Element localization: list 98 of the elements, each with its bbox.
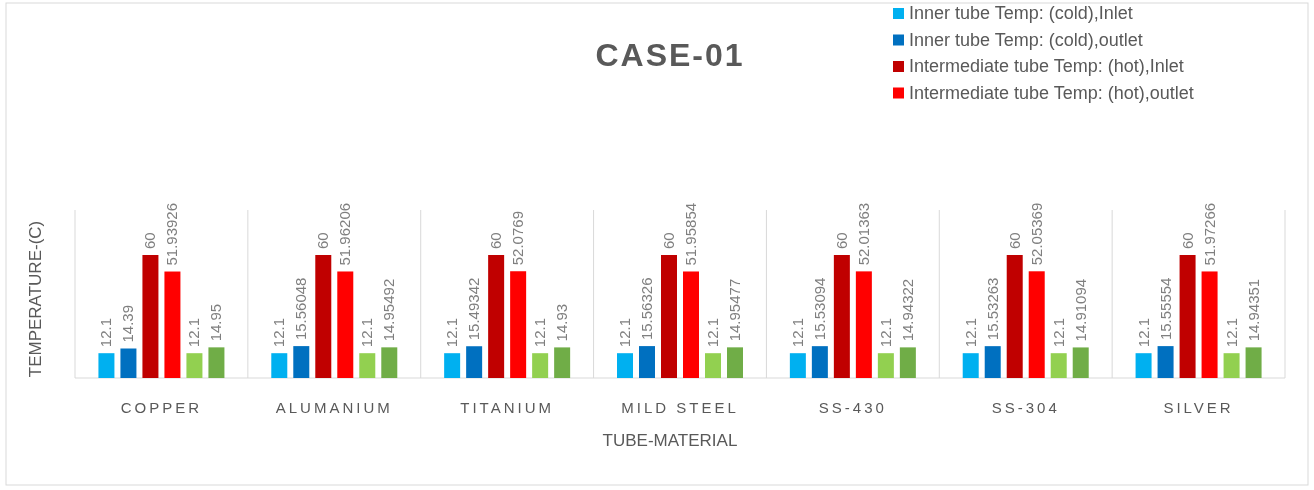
bar [984,346,1001,378]
data-label: 14.94351 [1244,278,1262,342]
bar [789,353,806,378]
bar [142,255,159,378]
data-label: 14.94322 [898,278,916,342]
data-label: 14.39 [119,304,137,343]
bar [554,347,571,378]
y-axis-title: TEMPERATURE-(C) [26,220,45,378]
data-label: 12.1 [358,317,376,348]
data-label: 15.53094 [810,277,828,341]
bar [617,353,633,378]
bar [877,353,894,378]
bar [855,271,872,378]
bar [444,353,461,378]
bar [98,353,115,378]
data-label: 12.1 [788,317,806,348]
data-label: 12.1 [97,317,115,348]
data-label: 14.91094 [1071,278,1089,342]
data-label: 60 [141,232,159,249]
data-label: 12.1 [1222,317,1240,348]
legend-label: Intermediate tube Temp: (hot),outlet [909,82,1194,103]
data-label: 52.01363 [854,202,872,266]
bar [208,347,225,378]
data-label: 12.1 [1134,317,1152,348]
bar [1179,255,1196,378]
data-label: 12.1 [531,317,549,348]
x-tick-label: SS-304 [991,399,1060,416]
data-label: 15.49342 [465,277,483,341]
bar [899,347,916,378]
bar [833,255,850,378]
bar [661,255,677,378]
bar [1245,347,1262,378]
bar [1157,346,1174,378]
bar [271,353,288,378]
data-label: 12.1 [704,317,721,348]
data-label: 15.56326 [638,277,655,341]
x-tick-label: SS-430 [818,399,887,416]
data-label: 51.95854 [682,202,699,266]
data-label: 14.95477 [726,278,743,342]
data-label: 12.1 [876,317,894,348]
chart-title: CASE-01 [595,37,745,73]
x-tick-label: SILVER [1163,399,1234,416]
bar [1050,353,1067,378]
bar [962,353,979,378]
x-tick-label: MILD STEEL [621,399,739,416]
x-tick-label: ALUMANIUM [275,399,393,416]
x-tick-label: TITANIUM [460,399,554,416]
bar [315,255,332,378]
data-label: 60 [660,232,677,249]
bar [727,347,743,378]
bar [811,346,828,378]
data-label: 51.97266 [1200,202,1218,266]
bar [1201,271,1218,378]
data-label: 15.56048 [292,277,310,341]
data-label: 52.0769 [509,211,527,266]
bar [466,346,483,378]
x-axis-title: TUBE-MATERIAL [602,431,738,450]
bar [705,353,721,378]
legend-label: Inner tube Temp: (cold),Inlet [909,3,1133,23]
data-label: 60 [314,232,332,249]
bar [337,271,354,378]
data-label: 12.1 [616,317,633,348]
data-label: 12.1 [1049,317,1067,348]
bar [488,255,505,378]
legend-label: Intermediate tube Temp: (hot),Inlet [909,56,1184,76]
bar [639,346,655,378]
bar [1006,255,1023,378]
data-label: 60 [487,232,505,249]
data-label: 12.1 [961,317,979,348]
data-label: 51.93926 [163,202,181,266]
data-label: 14.93 [553,303,571,342]
data-label: 15.53263 [983,277,1001,341]
bar [186,353,203,378]
x-tick-label: COPPER [120,399,203,416]
data-label: 60 [832,232,850,249]
data-label: 60 [1178,232,1196,249]
bar [532,353,549,378]
bar [1072,347,1089,378]
bar [359,353,376,378]
data-label: 14.95492 [380,278,398,342]
bar [1135,353,1152,378]
bar [381,347,398,378]
bar [1028,271,1045,378]
data-label: 15.55554 [1156,277,1174,341]
data-label: 14.95 [207,303,225,342]
bar [1223,353,1240,378]
bar [683,271,699,378]
bar [164,271,181,378]
data-label: 12.1 [270,317,288,348]
data-label: 51.96206 [336,202,354,266]
bar [510,271,527,378]
legend-label: Inner tube Temp: (cold),outlet [909,29,1143,50]
data-label: 12.1 [443,317,461,348]
data-label: 52.05369 [1027,202,1045,266]
bar [120,348,137,378]
bar [293,346,310,378]
data-label: 60 [1005,232,1023,249]
data-label: 12.1 [185,317,203,348]
